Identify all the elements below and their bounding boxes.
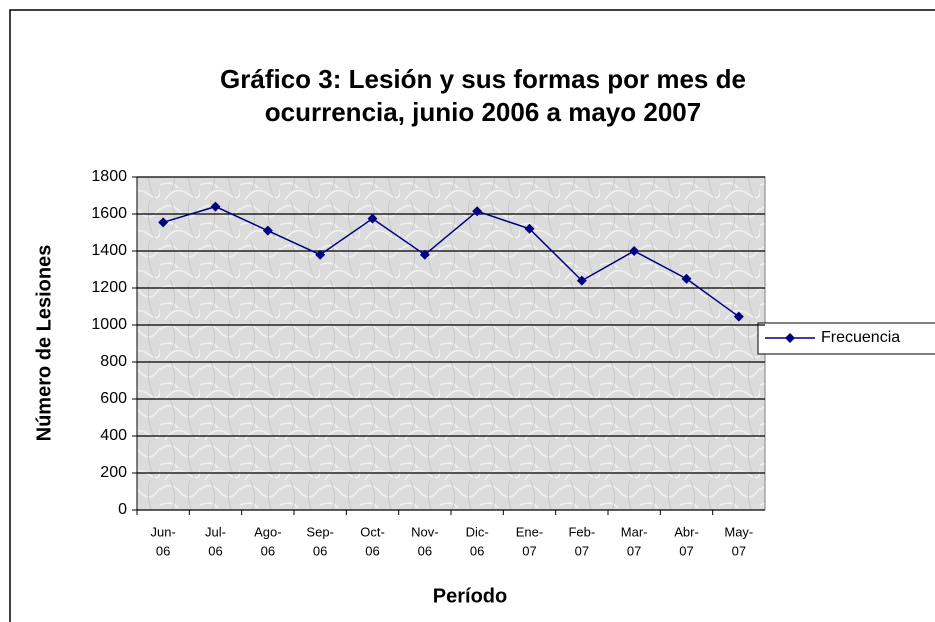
y-tick-label: 1600: [91, 205, 127, 222]
x-tick-label: Sep-: [306, 524, 333, 539]
x-tick-label: 06: [261, 543, 275, 558]
y-tick-label: 1200: [91, 279, 127, 296]
legend-label: Frecuencia: [821, 329, 900, 346]
point-marker: [262, 225, 273, 236]
x-tick-label: Jul-: [205, 524, 226, 539]
point-marker: [524, 223, 535, 234]
x-tick-label: Abr-: [674, 524, 699, 539]
x-tick-label: 07: [732, 543, 746, 558]
x-tick-label: Oct-: [360, 524, 385, 539]
x-tick-label: 06: [208, 543, 222, 558]
x-tick-label: May-: [724, 524, 753, 539]
y-tick-label: 1000: [91, 316, 127, 333]
x-tick-label: Ene-: [516, 524, 543, 539]
x-tick-label: Mar-: [621, 524, 648, 539]
chart-title: Gráfico 3: Lesión y sus formas por mes d…: [220, 64, 746, 94]
x-tick-label: 06: [470, 543, 484, 558]
x-tick-label: 06: [418, 543, 432, 558]
x-tick-label: 06: [156, 543, 170, 558]
x-tick-label: Feb-: [568, 524, 595, 539]
point-marker: [367, 213, 378, 224]
point-marker: [629, 246, 640, 256]
x-tick-label: Ago-: [254, 524, 281, 539]
point-marker: [158, 217, 169, 228]
x-tick-label: 06: [365, 543, 379, 558]
series-line: [162, 205, 740, 318]
x-tick-label: 07: [679, 543, 693, 558]
point-marker: [733, 311, 744, 322]
y-tick-label: 600: [100, 390, 127, 407]
x-tick-label: 07: [575, 543, 589, 558]
point-marker: [472, 206, 483, 217]
chart-title: ocurrencia, junio 2006 a mayo 2007: [265, 97, 701, 127]
x-tick-label: 06: [313, 543, 327, 558]
x-tick-label: Jun-: [151, 524, 176, 539]
legend-marker: [785, 333, 795, 343]
point-marker: [315, 249, 326, 260]
y-tick-label: 1400: [91, 242, 127, 259]
x-tick-label: 07: [522, 543, 536, 558]
y-tick-label: 0: [118, 501, 127, 518]
point-marker: [576, 275, 587, 286]
y-tick-label: 400: [100, 427, 127, 444]
y-axis-title: Número de Lesiones: [33, 245, 55, 442]
x-tick-label: Nov-: [411, 524, 438, 539]
x-tick-label: 07: [627, 543, 641, 558]
y-tick-label: 800: [100, 353, 127, 370]
y-tick-label: 1800: [91, 168, 127, 185]
x-axis-title: Período: [433, 585, 507, 607]
point-marker: [419, 249, 430, 260]
plot-area: [136, 176, 766, 511]
y-tick-label: 200: [100, 464, 127, 481]
point-marker: [210, 201, 221, 212]
x-tick-label: Dic-: [466, 524, 489, 539]
point-marker: [681, 273, 692, 284]
